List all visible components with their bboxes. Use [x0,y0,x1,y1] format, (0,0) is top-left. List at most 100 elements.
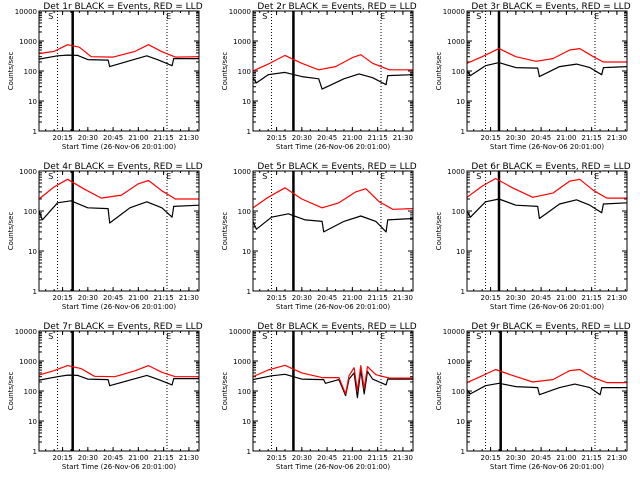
chart-title: Det 9r BLACK = Events, RED = LLD [471,322,630,332]
y-axis-label: Counts/sec [221,52,229,91]
lld-series-line [252,54,413,72]
lld-series-line [466,47,627,64]
x-tick-label: 21:15 [368,134,388,142]
chart-panel: Det 5r BLACK = Events, RED = LLD 1 10 100 10… [221,162,417,311]
lld-series-line [466,368,627,384]
end-marker: E [594,172,599,181]
events-series-line [252,369,413,399]
y-tick-label: 10000 [443,8,465,16]
x-tick-label: 20:30 [506,454,526,462]
chart-title: Det 8r BLACK = Events, RED = LLD [257,322,416,332]
end-marker: E [380,332,385,341]
y-tick-label: 1 [33,448,37,456]
plot-frame [252,10,414,132]
x-tick-label: 20:30 [506,134,526,142]
x-tick-label: 21:15 [154,454,174,462]
plot-frame [38,10,200,132]
y-tick-label: 100 [452,208,465,216]
plot-frame [252,170,414,292]
x-tick-label: 21:15 [368,454,388,462]
x-tick-label: 20:30 [292,454,312,462]
x-axis-label: Start Time (26-Nov-06 20:01:00) [62,463,176,471]
x-tick-label: 21:00 [556,134,576,142]
y-tick-label: 1 [461,128,465,136]
x-tick-label: 21:15 [154,294,174,302]
y-tick-label: 1000 [233,358,251,366]
end-marker: E [380,172,385,181]
x-tick-label: 21:30 [393,134,413,142]
y-tick-label: 100 [238,388,251,396]
x-tick-label: 20:15 [52,134,72,142]
x-tick-label: 20:45 [317,454,337,462]
y-axis-label: Counts/sec [7,52,15,91]
y-tick-label: 1 [247,128,251,136]
chart-title: Det 6r BLACK = Events, RED = LLD [471,162,630,172]
y-tick-label: 1 [461,288,465,296]
start-marker: S [476,12,481,21]
events-series-line [466,61,628,78]
y-axis-label: Counts/sec [435,372,443,411]
x-tick-label: 21:00 [128,294,148,302]
y-tick-label: 100 [452,388,465,396]
y-axis-label: Counts/sec [221,212,229,251]
lld-series-line [38,178,199,200]
x-axis-label: Start Time (26-Nov-06 20:01:00) [62,143,176,151]
x-tick-label: 20:45 [103,134,123,142]
lld-series-line [252,187,414,210]
plot-frame [466,10,628,132]
y-tick-label: 100 [24,388,37,396]
y-tick-label: 1 [33,288,37,296]
y-tick-label: 10 [456,248,465,256]
y-tick-label: 10000 [15,8,37,16]
y-tick-label: 10000 [15,328,37,336]
x-tick-label: 21:00 [128,454,148,462]
y-tick-label: 10000 [229,8,251,16]
start-marker: S [262,332,267,341]
events-series-line [38,200,200,224]
chart-panel: Det 8r BLACK = Events, RED = LLD 1 10 100 10… [221,322,417,471]
y-tick-label: 10 [242,418,251,426]
x-tick-label: 21:15 [154,134,174,142]
y-axis-label: Counts/sec [7,212,15,251]
x-tick-label: 20:45 [103,294,123,302]
x-tick-label: 21:15 [582,134,602,142]
x-tick-label: 20:45 [317,134,337,142]
chart-title: Det 4r BLACK = Events, RED = LLD [43,162,202,172]
y-tick-label: 1 [461,448,465,456]
start-marker: S [48,12,53,21]
x-tick-label: 20:45 [103,454,123,462]
y-tick-label: 1000 [233,168,251,176]
events-series-line [252,213,414,233]
chart-panel: Det 2r BLACK = Events, RED = LLD 1 10 100 10… [221,2,417,151]
chart-panel: Det 3r BLACK = Events, RED = LLD 1 10 100 10… [435,2,631,151]
x-tick-label: 20:30 [78,294,98,302]
end-marker: E [380,12,385,21]
y-tick-label: 1000 [233,38,251,46]
y-axis-label: Counts/sec [221,372,229,411]
x-tick-label: 20:15 [52,454,72,462]
x-tick-label: 21:15 [368,294,388,302]
start-marker: S [262,172,267,181]
events-series-line [38,374,199,387]
y-tick-label: 100 [24,68,37,76]
chart-title: Det 3r BLACK = Events, RED = LLD [471,2,630,12]
y-tick-label: 1 [247,288,251,296]
x-tick-label: 20:30 [78,134,98,142]
chart-panel: Det 1r BLACK = Events, RED = LLD 1 10 100 10… [7,2,203,151]
y-tick-label: 1000 [19,358,37,366]
x-tick-label: 21:00 [342,134,362,142]
chart-panel: Det 7r BLACK = Events, RED = LLD 1 10 100 10… [7,322,203,471]
y-tick-label: 1000 [19,38,37,46]
plot-frame [38,170,200,292]
x-axis-label: Start Time (26-Nov-06 20:01:00) [490,463,604,471]
y-tick-label: 100 [452,68,465,76]
y-tick-label: 100 [238,208,251,216]
x-tick-label: 21:00 [342,454,362,462]
lld-series-line [38,365,199,378]
events-series-line [252,71,414,90]
x-axis-label: Start Time (26-Nov-06 20:01:00) [490,143,604,151]
y-axis-label: Counts/sec [435,52,443,91]
end-marker: E [594,12,599,21]
x-tick-label: 20:15 [52,294,72,302]
